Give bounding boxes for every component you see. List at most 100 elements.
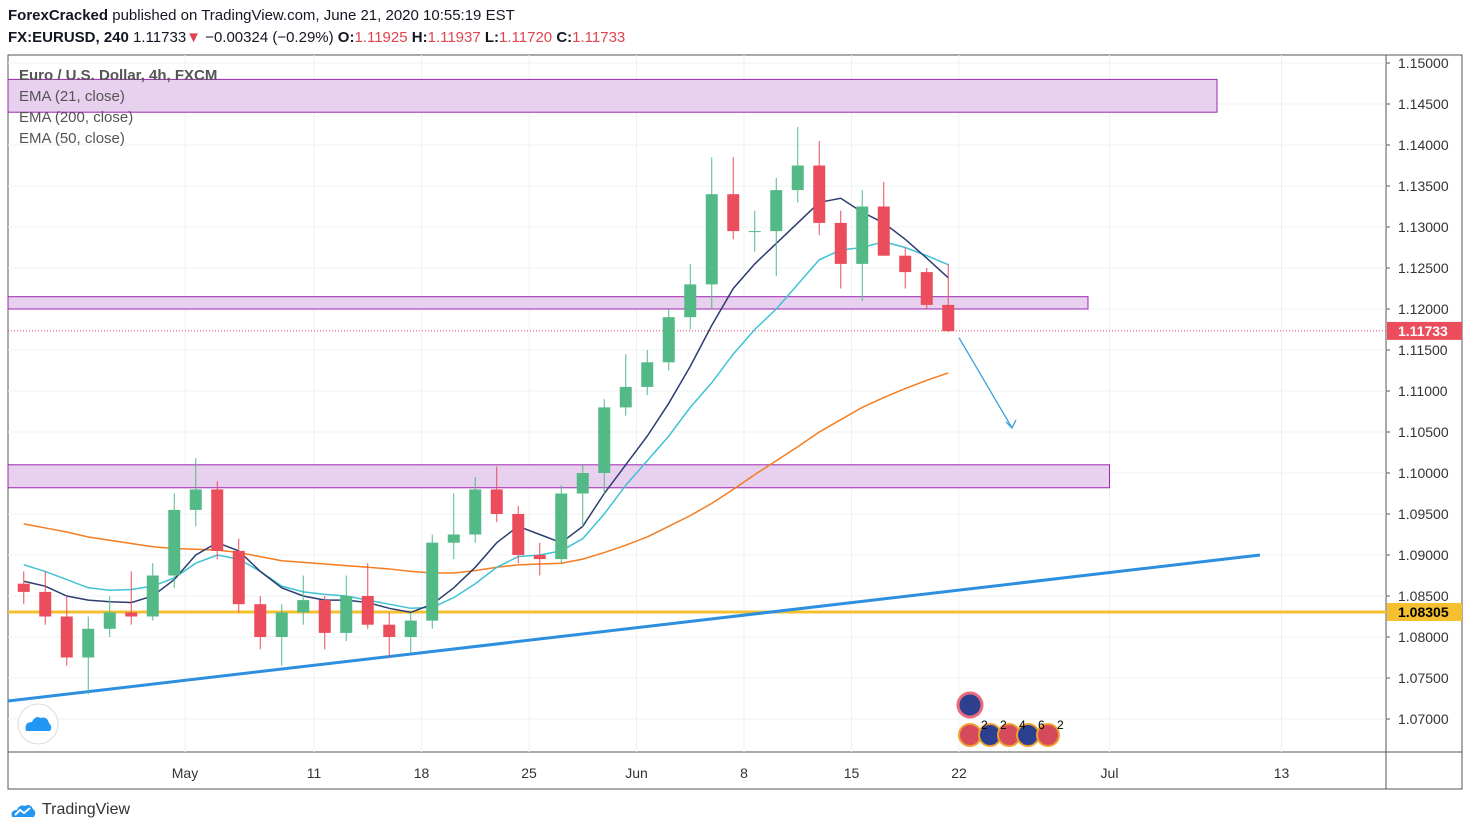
candle-body	[727, 194, 740, 232]
candle-body	[168, 509, 181, 576]
x-tick-label: 11	[307, 765, 322, 781]
candle	[275, 604, 288, 666]
symbol-info: FX:EURUSD, 240 1.11733▼ −0.00324 (−0.29%…	[8, 29, 625, 46]
close-value: 1.11733	[572, 29, 626, 46]
y-tick-label: 1.10500	[1398, 424, 1449, 440]
tradingview-cloud-icon	[11, 805, 36, 817]
candle-body	[576, 473, 589, 494]
y-tick-label: 1.10000	[1398, 465, 1449, 481]
trend-line	[7, 553, 1261, 703]
ema21-line	[23, 197, 949, 614]
candle-body	[791, 165, 804, 191]
candle	[856, 190, 869, 301]
candle-body	[60, 616, 73, 658]
close-label: C:	[556, 29, 573, 46]
candle-body	[555, 493, 568, 560]
published-text: published on TradingView.com, June 21, 2…	[112, 7, 515, 24]
legend-ema200[interactable]: EMA (200, close)	[19, 109, 134, 126]
symbol: FX:EURUSD, 240	[8, 29, 129, 46]
support-price-label: 1.08305	[1398, 604, 1449, 620]
candle	[60, 596, 73, 666]
candle-body	[469, 489, 482, 535]
candle	[447, 493, 460, 560]
candle	[877, 181, 890, 256]
candle	[39, 571, 52, 625]
candle	[297, 575, 310, 625]
low-value: 1.11720	[499, 29, 553, 46]
author[interactable]: ForexCracked	[8, 7, 109, 24]
high-label: H:	[411, 29, 428, 46]
y-tick-label: 1.11000	[1398, 383, 1448, 399]
resistance-zone	[7, 296, 1089, 310]
y-tick-label: 1.12000	[1398, 301, 1449, 317]
y-tick-label: 1.08000	[1398, 629, 1449, 645]
candle	[340, 575, 353, 642]
x-tick-label: 18	[414, 765, 430, 781]
candle-body	[189, 489, 202, 510]
event-count: 4	[1019, 718, 1026, 732]
x-tick-label: 22	[951, 765, 967, 781]
candle-body	[770, 190, 783, 232]
candle-body	[275, 612, 288, 637]
candle	[254, 596, 267, 650]
x-tick-label: Jun	[625, 765, 648, 781]
candle-body	[877, 206, 890, 256]
candle	[920, 268, 933, 309]
candle-body	[942, 304, 955, 332]
candle	[383, 612, 396, 658]
candle	[705, 157, 718, 309]
candle	[82, 616, 95, 695]
y-tick-label: 1.08500	[1398, 588, 1449, 604]
candle	[490, 466, 503, 523]
candle	[834, 210, 847, 289]
last-price-label-bg	[1387, 321, 1462, 340]
candle	[232, 538, 245, 613]
legend-title: Euro / U.S. Dollar, 4h, FXCM	[19, 67, 218, 84]
chart-frame	[7, 54, 1463, 790]
candle-body	[39, 591, 52, 617]
price-change: −0.00324 (−0.29%)	[205, 29, 334, 46]
candle-body	[17, 583, 30, 592]
candle	[598, 399, 611, 494]
open-value: 1.11925	[354, 29, 408, 46]
candle	[748, 210, 761, 252]
candle-body	[748, 231, 761, 233]
candle-body	[125, 612, 138, 617]
y-tick-label: 1.11500	[1398, 342, 1448, 358]
candle	[146, 563, 159, 621]
legend-ema50[interactable]: EMA (50, close)	[19, 130, 125, 147]
publish-info: ForexCracked published on TradingView.co…	[8, 7, 515, 24]
candle-body	[232, 550, 245, 605]
candle	[641, 350, 654, 396]
candle-body	[598, 407, 611, 473]
candle-body	[662, 317, 675, 363]
candle-body	[512, 514, 525, 555]
candle	[211, 481, 224, 560]
x-tick-label: 15	[844, 765, 860, 781]
candle-body	[490, 489, 503, 514]
y-tick-label: 1.14500	[1398, 96, 1449, 112]
candle	[770, 177, 783, 277]
candle-body	[899, 255, 912, 273]
candle	[469, 477, 482, 543]
candle-body	[684, 284, 697, 318]
candle	[791, 126, 804, 203]
event-count: 2	[1057, 718, 1064, 732]
eu-flag-icon	[956, 691, 984, 719]
y-tick-label: 1.13000	[1398, 219, 1449, 235]
candle-body	[383, 624, 396, 637]
x-tick-label: Jul	[1101, 765, 1119, 781]
us-flag-event-icon	[958, 723, 982, 747]
resistance-zone	[7, 78, 1218, 113]
y-tick-label: 1.07000	[1398, 711, 1449, 727]
candle	[17, 571, 30, 605]
candle-body	[920, 272, 933, 305]
brand-name: TradingView	[42, 801, 131, 818]
candle-body	[813, 165, 826, 223]
legend-ema21[interactable]: EMA (21, close)	[19, 88, 125, 105]
candle-body	[82, 628, 95, 658]
candle-body	[533, 555, 546, 560]
tradingview-logo[interactable]: TradingView	[10, 801, 130, 819]
x-tick-label: 8	[740, 765, 748, 781]
